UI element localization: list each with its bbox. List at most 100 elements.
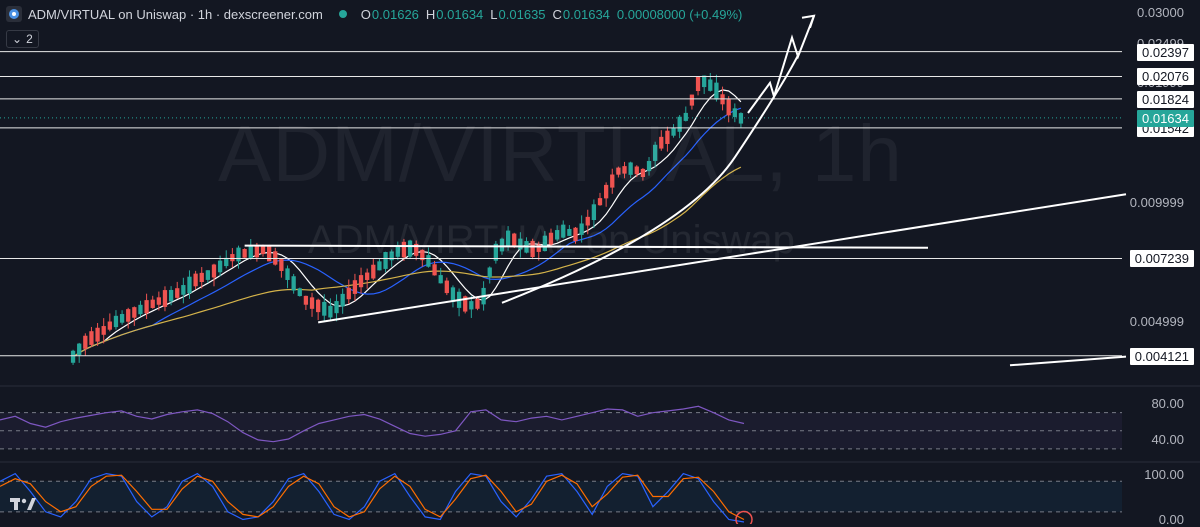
- price-levels: [0, 51, 1122, 357]
- candle-body: [138, 304, 143, 315]
- candle-body: [579, 223, 584, 235]
- candle-body: [230, 254, 235, 262]
- candle-body: [708, 79, 713, 91]
- candle-body: [450, 287, 456, 302]
- candle-body: [542, 235, 548, 252]
- stoch-band: [0, 481, 1122, 512]
- trendline-lower: [1009, 355, 1127, 367]
- candle-body: [475, 299, 480, 309]
- trendline-support: [317, 193, 1127, 324]
- stoch-d-line: [0, 474, 745, 521]
- stoch-k-line: [0, 472, 745, 523]
- close-key: C: [552, 6, 562, 22]
- candle-body: [683, 112, 688, 121]
- candle-body: [322, 301, 327, 316]
- ma-fast-line: [72, 89, 742, 358]
- candle-body: [573, 227, 578, 242]
- candle-body: [444, 280, 449, 294]
- candle-body: [352, 280, 358, 294]
- candle-body: [653, 144, 658, 161]
- live-status-dot: [338, 10, 347, 18]
- candle-body: [646, 160, 652, 172]
- candle-body: [205, 270, 211, 280]
- moving-averages: [72, 89, 742, 358]
- open-key: O: [360, 6, 371, 22]
- chevron-down-icon: ⌄: [12, 32, 23, 46]
- stoch-tick-label: 0.00: [1158, 512, 1184, 527]
- candle-body: [211, 264, 217, 278]
- range-top-line: [244, 244, 929, 249]
- candle-body: [610, 174, 615, 188]
- candle-body: [107, 321, 112, 330]
- candle-body: [505, 230, 511, 247]
- tradingview-logo-icon: [10, 496, 38, 514]
- candle-body: [279, 259, 284, 271]
- candle-body: [536, 244, 541, 252]
- high-key: H: [425, 6, 436, 22]
- chart-header: ADM/VIRTUAL on Uniswap · 1h · dexscreene…: [0, 0, 1120, 28]
- candle-body: [407, 240, 413, 257]
- arrow-head: [801, 14, 816, 29]
- candle-body: [401, 241, 407, 258]
- candle-body: [291, 276, 296, 291]
- pair-logo-icon: [6, 6, 22, 22]
- candle-body: [616, 167, 621, 175]
- candle-body: [395, 246, 400, 257]
- candle-body: [113, 315, 119, 328]
- candle-body: [181, 285, 186, 295]
- candle-body: [714, 82, 719, 100]
- indicator-count: 2: [26, 32, 33, 46]
- candle-body: [469, 301, 474, 310]
- candle-body: [493, 243, 498, 261]
- candle-body: [518, 238, 523, 250]
- candle-body: [554, 230, 560, 240]
- candle-body: [236, 247, 241, 262]
- price-level-label: 0.004121: [1129, 347, 1194, 365]
- candle-body: [248, 246, 253, 259]
- chart-title: ADM/VIRTUAL on Uniswap · 1h · dexscreene…: [28, 6, 323, 22]
- candle-body: [242, 249, 247, 258]
- candle-body: [175, 288, 180, 298]
- grid: [0, 385, 1200, 463]
- candle-body: [156, 297, 161, 305]
- candle-body: [659, 136, 664, 149]
- candle-body: [101, 326, 106, 335]
- candle-body: [738, 113, 744, 124]
- candle-body: [377, 261, 382, 271]
- candle-body: [689, 94, 695, 106]
- candle-body: [677, 116, 682, 132]
- candle-body: [463, 296, 468, 312]
- drawings: [244, 14, 1127, 367]
- candle-body: [622, 166, 627, 174]
- price-tick-label: 0.03000: [1137, 4, 1184, 20]
- candle-body: [70, 350, 76, 363]
- candle-body: [597, 198, 603, 206]
- candle-body: [217, 260, 223, 273]
- candle-body: [530, 240, 535, 258]
- rsi-panel: [0, 405, 1122, 450]
- watermark-pair: ADM/VIRTUAL, 1h: [218, 109, 903, 198]
- oversold-circle: [735, 510, 753, 524]
- candle-body: [89, 331, 94, 345]
- rsi-tick-label: 40.00: [1151, 431, 1184, 447]
- price-level-label: 0.007239: [1129, 250, 1194, 268]
- candle-body: [371, 264, 376, 279]
- candle-body: [726, 99, 731, 116]
- candle-body: [168, 289, 174, 302]
- candle-body: [665, 130, 670, 144]
- candle-body: [702, 75, 707, 88]
- candle-body: [499, 238, 505, 252]
- candle-body: [285, 268, 290, 280]
- ma-mid-line: [72, 107, 742, 358]
- low-key: L: [490, 6, 498, 22]
- candle-body: [273, 251, 278, 265]
- candle-body: [83, 335, 88, 349]
- watermark-exchange: ADM/VIRTUAL on Uniswap: [308, 218, 795, 262]
- candle-body: [309, 297, 315, 309]
- candle-body: [512, 233, 517, 247]
- candle-body: [561, 224, 566, 238]
- stoch-panel: [0, 472, 1122, 524]
- indicator-collapse-button[interactable]: ⌄ 2: [6, 30, 39, 48]
- candle-body: [567, 228, 572, 236]
